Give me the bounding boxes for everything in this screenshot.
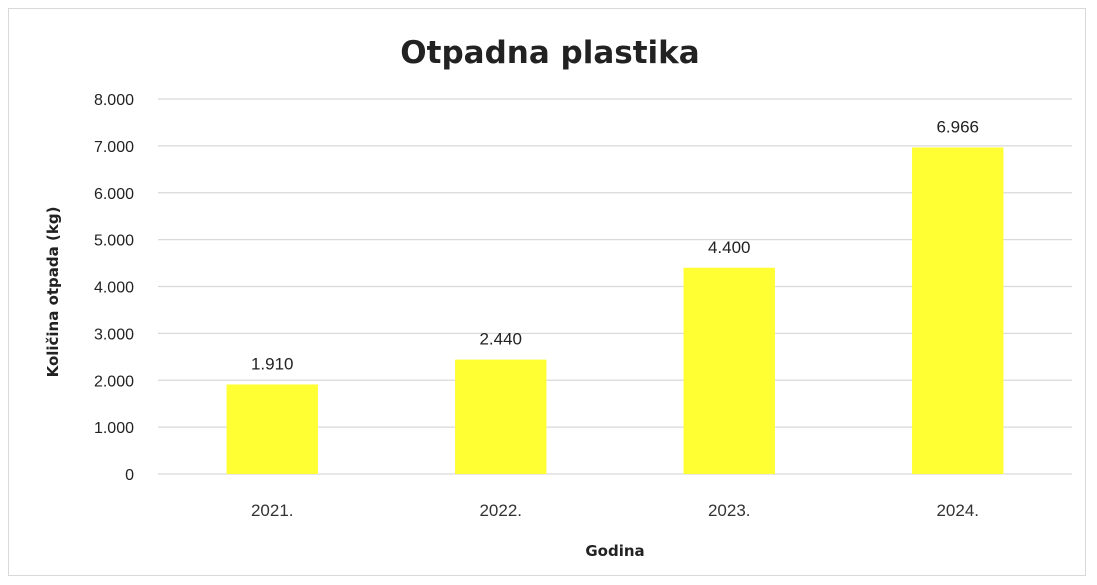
y-tick-label: 0 — [125, 467, 134, 484]
chart-title: Otpadna plastika — [400, 35, 699, 71]
chart-frame — [8, 8, 1086, 576]
y-tick-label: 8.000 — [94, 92, 134, 109]
bars — [226, 147, 1004, 474]
y-tick-label: 7.000 — [94, 139, 134, 156]
x-axis-ticks: 2021. 2022. 2023. 2024. — [251, 501, 979, 520]
data-label: 6.966 — [936, 117, 979, 136]
x-tick-label: 2024. — [936, 501, 979, 520]
y-axis-ticks: 0 1.000 2.000 3.000 4.000 5.000 6.000 7.000 8.00… — [94, 92, 134, 484]
x-tick-label: 2023. — [708, 501, 751, 520]
y-tick-label: 3.000 — [94, 326, 134, 343]
x-axis-title: Godina — [585, 542, 644, 560]
data-label: 1.910 — [251, 354, 294, 373]
y-tick-label: 4.000 — [94, 280, 134, 297]
data-label: 2.440 — [479, 330, 522, 349]
bar — [683, 267, 775, 474]
y-tick-label: 2.000 — [94, 373, 134, 390]
bar — [226, 384, 318, 474]
data-label: 4.400 — [708, 238, 751, 257]
x-tick-label: 2021. — [251, 501, 294, 520]
y-axis-title: Količina otpada (kg) — [44, 207, 62, 378]
y-tick-label: 1.000 — [94, 420, 134, 437]
y-tick-label: 5.000 — [94, 233, 134, 250]
bar — [912, 147, 1004, 474]
y-tick-label: 6.000 — [94, 186, 134, 203]
data-labels: 1.910 2.440 4.400 6.966 — [251, 117, 979, 373]
x-tick-label: 2022. — [479, 501, 522, 520]
bar — [455, 359, 547, 474]
